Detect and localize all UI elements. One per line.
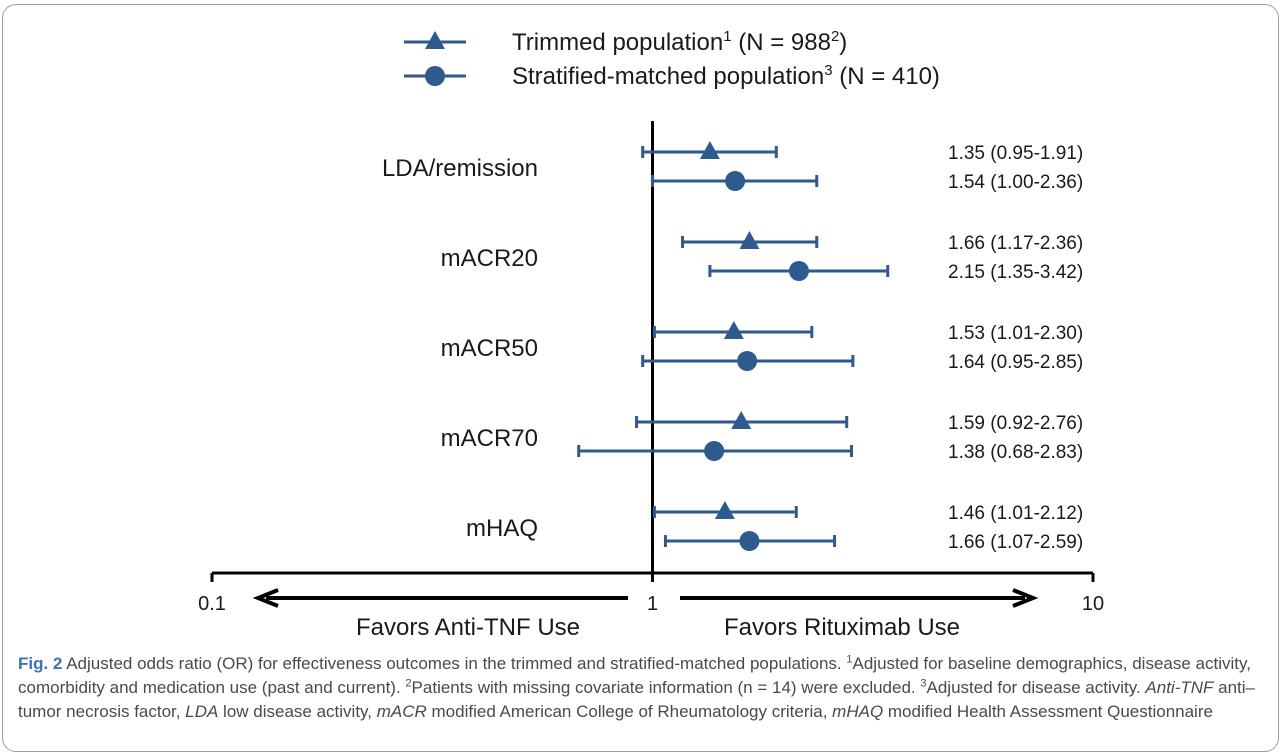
category-label: mACR20	[441, 245, 538, 272]
abbreviation: mACR	[376, 702, 427, 721]
legend-label: Trimmed population1 (N = 9882)	[512, 28, 847, 56]
category-label: mACR50	[441, 335, 538, 362]
figure-label: Fig. 2	[18, 654, 63, 673]
favors-rituximab-label: Favors Rituximab Use	[724, 614, 960, 641]
or-ci-label: 1.66 (1.17-2.36)	[948, 233, 1083, 254]
or-triangle-marker	[723, 321, 744, 339]
footnote-marker: 1	[846, 653, 853, 666]
or-triangle-marker	[739, 231, 760, 249]
caption-segment: modified Health Assessment Questionnaire	[883, 702, 1213, 721]
or-circle-marker	[739, 531, 760, 551]
x-axis: 0.1 1 10 Favors Anti-TNF Use Favors Rituxima…	[198, 121, 1104, 641]
or-ci-label: 1.35 (0.95-1.91)	[948, 143, 1083, 164]
or-circle-marker	[737, 351, 758, 371]
caption-segment: Adjusted for baseline demographics, dise…	[18, 654, 1251, 697]
caption-segment: modified American College of Rheumatolog…	[426, 702, 833, 721]
left-arrow-head	[252, 588, 279, 608]
or-circle-marker	[788, 261, 809, 281]
category-label: LDA/remission	[382, 155, 538, 182]
or-circle-marker	[725, 171, 746, 191]
x-tick-label: 1	[647, 593, 658, 615]
abbreviation: Anti-TNF	[1145, 678, 1214, 697]
or-ci-label: 1.38 (0.68-2.83)	[948, 442, 1083, 463]
data-marks	[577, 141, 890, 551]
or-ci-label: 1.64 (0.95-2.85)	[948, 352, 1083, 373]
forest-plot: Trimmed population1 (N = 9882) Stratified…	[198, 28, 1104, 641]
category-labels: LDA/remission mACR20 mACR50 mACR70 mHAQ	[382, 155, 538, 542]
or-ci-label: 2.15 (1.35-3.42)	[948, 262, 1083, 283]
legend-label: Stratified-matched population3 (N = 410)	[512, 62, 940, 90]
or-triangle-marker	[699, 141, 720, 159]
abbreviation: mHAQ	[832, 702, 884, 721]
or-ci-labels: 1.35 (0.95-1.91) 1.66 (1.17-2.36) 1.53 (1.…	[948, 143, 1083, 553]
abbreviation: LDA	[185, 702, 219, 721]
x-tick-label: 0.1	[198, 593, 226, 615]
footnote-marker: 2	[405, 677, 412, 690]
figure-frame	[2, 4, 1279, 752]
footnote-marker: 3	[920, 677, 927, 690]
category-label: mACR70	[441, 425, 538, 452]
or-ci-label: 1.59 (0.92-2.76)	[948, 413, 1083, 434]
legend-triangle-marker	[425, 31, 445, 49]
x-tick-label: 10	[1082, 593, 1104, 615]
or-ci-label: 1.54 (1.00-2.36)	[948, 172, 1083, 193]
figure-caption: Fig. 2 Adjusted odds ratio (OR) for effe…	[18, 652, 1268, 724]
caption-segment: anti–tumor necrosis factor,	[18, 678, 1255, 721]
or-circle-marker	[704, 441, 725, 461]
or-ci-label: 1.53 (1.01-2.30)	[948, 323, 1083, 344]
or-triangle-marker	[731, 411, 752, 429]
legend: Trimmed population1 (N = 9882) Stratified…	[404, 28, 940, 90]
caption-segment: Adjusted for disease activity.	[926, 678, 1146, 697]
caption-segment: low disease activity,	[218, 702, 377, 721]
or-ci-label: 1.66 (1.07-2.59)	[948, 532, 1083, 553]
caption-segment: Patients with missing covariate informat…	[411, 678, 921, 697]
favors-anti-tnf-label: Favors Anti-TNF Use	[356, 614, 580, 641]
legend-circle-marker	[425, 66, 445, 86]
or-ci-label: 1.46 (1.01-2.12)	[948, 503, 1083, 524]
caption-text: Adjusted odds ratio (OR) for effectivene…	[18, 654, 1255, 721]
category-label: mHAQ	[466, 515, 538, 542]
right-arrow-head	[1012, 588, 1039, 608]
caption-segment: Adjusted odds ratio (OR) for effectivene…	[62, 654, 847, 673]
or-triangle-marker	[714, 501, 735, 519]
